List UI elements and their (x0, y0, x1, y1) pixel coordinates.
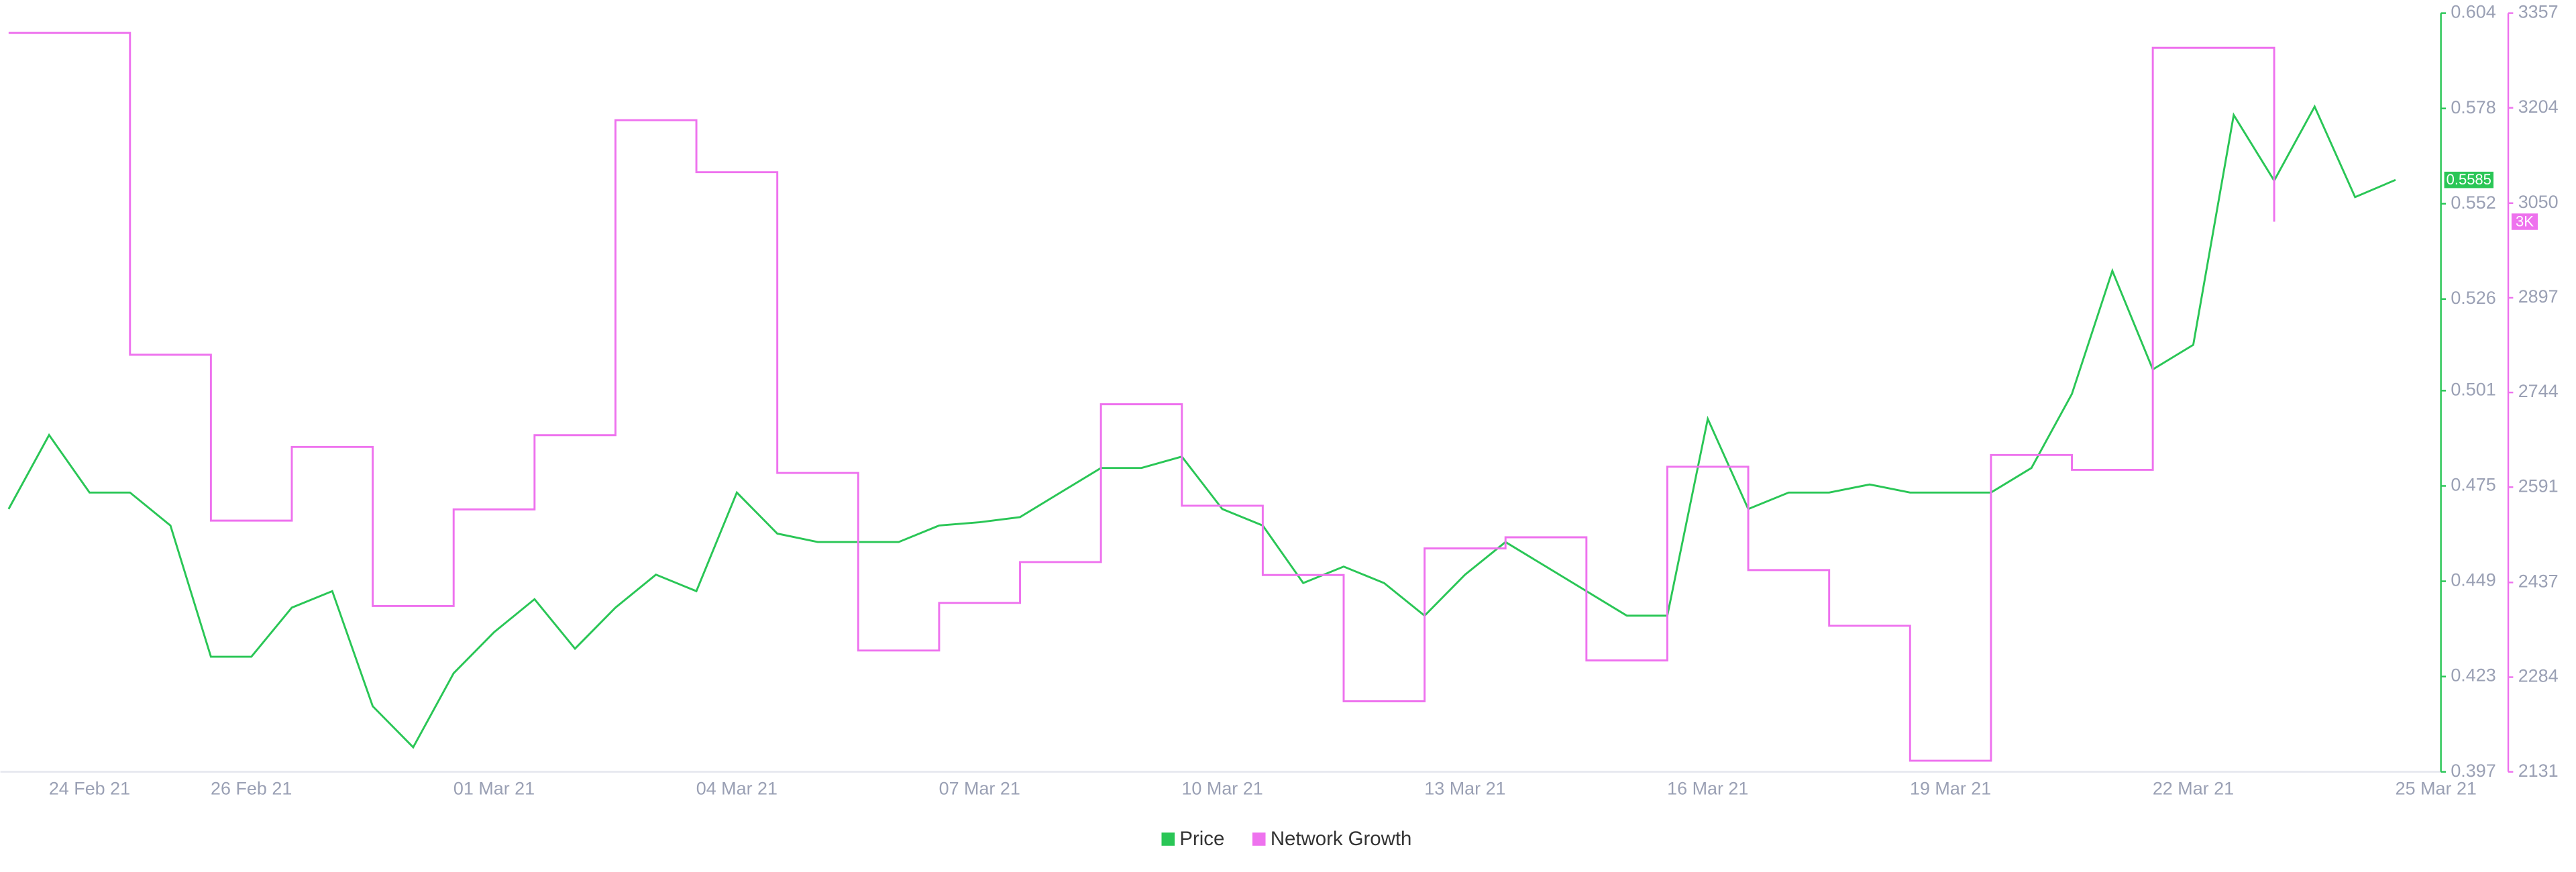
y-tick-label: 0.501 (2451, 379, 2496, 399)
y2-tick-label: 3204 (2518, 97, 2559, 117)
y-tick-label: 0.449 (2451, 570, 2496, 590)
y2-tick-label: 3357 (2518, 2, 2559, 22)
last-value-tag (2444, 171, 2493, 188)
y-tick-label: 0.578 (2451, 97, 2496, 117)
x-tick-label: 07 Mar 21 (939, 779, 1020, 799)
x-tick-label: 10 Mar 21 (1181, 779, 1263, 799)
last-value-label: 0.5585 (2447, 171, 2491, 188)
y-tick-label: 0.526 (2451, 288, 2496, 308)
y-tick-label: 0.475 (2451, 475, 2496, 495)
x-tick-label: 01 Mar 21 (453, 779, 535, 799)
x-tick-label: 04 Mar 21 (696, 779, 777, 799)
last-value-tag (2511, 213, 2538, 230)
x-tick-label: 22 Mar 21 (2153, 779, 2234, 799)
step-line (8, 32, 2275, 762)
x-tick-label: 26 Feb 21 (211, 779, 292, 799)
price-line (7, 104, 2396, 749)
y2-tick-label: 2437 (2518, 571, 2559, 591)
y-tick-label: 0.604 (2451, 2, 2496, 22)
x-tick-label: 19 Mar 21 (1910, 779, 1991, 799)
y-tick-label: 0.552 (2451, 193, 2496, 213)
y2-tick-label: 2284 (2518, 666, 2559, 686)
y2-tick-label: 2591 (2518, 476, 2559, 496)
y2-tick-label: 3050 (2518, 192, 2559, 212)
y-tick-label: 0.423 (2451, 665, 2496, 686)
last-value-label: 3K (2516, 213, 2534, 230)
x-tick-label: 24 Feb 21 (49, 779, 130, 799)
y-tick-label: 0.397 (2451, 761, 2496, 781)
y2-tick-label: 2131 (2518, 761, 2559, 781)
legend-swatch (1161, 832, 1175, 846)
x-tick-label: 13 Mar 21 (1424, 779, 1505, 799)
x-tick-label: 16 Mar 21 (1667, 779, 1748, 799)
legend-swatch (1252, 832, 1266, 846)
x-tick-label: 25 Mar 21 (2396, 779, 2477, 799)
y2-tick-label: 2744 (2518, 381, 2559, 401)
legend-label: Price (1179, 828, 1224, 850)
legend-label: Network Growth (1271, 828, 1411, 850)
y2-tick-label: 2897 (2518, 286, 2559, 307)
